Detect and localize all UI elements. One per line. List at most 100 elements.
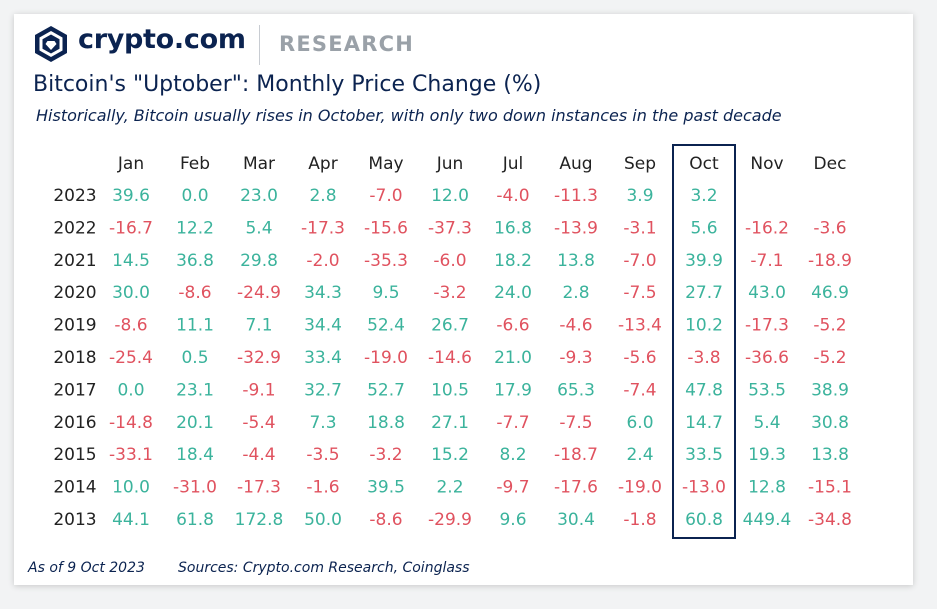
value-cell-2022-jan: -16.7 xyxy=(109,218,153,238)
value-cell-2018-apr: 33.4 xyxy=(304,348,342,368)
brand-name: crypto.com xyxy=(78,24,246,55)
value-cell-2014-sep: -19.0 xyxy=(618,478,662,498)
value-cell-2015-oct: 33.5 xyxy=(685,445,723,465)
value-cell-2014-mar: -17.3 xyxy=(237,478,281,498)
value-cell-2023-jan: 39.6 xyxy=(112,186,150,206)
value-cell-2019-jul: -6.6 xyxy=(496,316,529,336)
value-cell-2016-dec: 30.8 xyxy=(811,413,849,433)
value-cell-2023-jul: -4.0 xyxy=(496,186,529,206)
value-cell-2022-mar: 5.4 xyxy=(245,218,272,238)
column-header-feb: Feb xyxy=(180,154,210,174)
value-cell-2018-oct: -3.8 xyxy=(687,348,720,368)
value-cell-2020-jan: 30.0 xyxy=(112,283,150,303)
value-cell-2022-jul: 16.8 xyxy=(494,218,532,238)
column-header-dec: Dec xyxy=(814,154,847,174)
column-header-jul: Jul xyxy=(502,154,524,174)
value-cell-2015-sep: 2.4 xyxy=(626,445,653,465)
value-cell-2016-jun: 27.1 xyxy=(431,413,469,433)
value-cell-2016-nov: 5.4 xyxy=(753,413,780,433)
value-cell-2019-jun: 26.7 xyxy=(431,316,469,336)
value-cell-2018-dec: -5.2 xyxy=(813,348,846,368)
value-cell-2020-nov: 43.0 xyxy=(748,283,786,303)
chart-card xyxy=(14,14,913,585)
value-cell-2015-mar: -4.4 xyxy=(242,445,275,465)
value-cell-2013-oct: 60.8 xyxy=(685,510,723,530)
value-cell-2023-apr: 2.8 xyxy=(309,186,336,206)
value-cell-2017-sep: -7.4 xyxy=(623,380,656,400)
value-cell-2021-aug: 13.8 xyxy=(557,251,595,271)
value-cell-2018-jan: -25.4 xyxy=(109,348,153,368)
value-cell-2017-oct: 47.8 xyxy=(685,380,723,400)
column-header-aug: Aug xyxy=(559,154,592,174)
value-cell-2018-mar: -32.9 xyxy=(237,348,281,368)
value-cell-2019-jan: -8.6 xyxy=(114,316,147,336)
column-header-apr: Apr xyxy=(308,154,337,174)
value-cell-2014-aug: -17.6 xyxy=(554,478,598,498)
value-cell-2022-may: -15.6 xyxy=(364,218,408,238)
value-cell-2018-may: -19.0 xyxy=(364,348,408,368)
value-cell-2013-mar: 172.8 xyxy=(235,510,284,530)
row-label-2014: 2014 xyxy=(53,478,96,498)
value-cell-2016-oct: 14.7 xyxy=(685,413,723,433)
value-cell-2015-dec: 13.8 xyxy=(811,445,849,465)
value-cell-2023-may: -7.0 xyxy=(369,186,402,206)
value-cell-2016-apr: 7.3 xyxy=(309,413,336,433)
value-cell-2021-may: -35.3 xyxy=(364,251,408,271)
value-cell-2015-aug: -18.7 xyxy=(554,445,598,465)
as-of-date: As of 9 Oct 2023 xyxy=(28,560,145,576)
value-cell-2021-jul: 18.2 xyxy=(494,251,532,271)
value-cell-2018-sep: -5.6 xyxy=(623,348,656,368)
value-cell-2023-mar: 23.0 xyxy=(240,186,278,206)
value-cell-2013-may: -8.6 xyxy=(369,510,402,530)
value-cell-2022-jun: -37.3 xyxy=(428,218,472,238)
value-cell-2020-dec: 46.9 xyxy=(811,283,849,303)
value-cell-2019-may: 52.4 xyxy=(367,316,405,336)
value-cell-2016-jan: -14.8 xyxy=(109,413,153,433)
value-cell-2016-feb: 20.1 xyxy=(176,413,214,433)
value-cell-2020-mar: -24.9 xyxy=(237,283,281,303)
value-cell-2016-may: 18.8 xyxy=(367,413,405,433)
value-cell-2023-oct: 3.2 xyxy=(690,186,717,206)
column-header-jan: Jan xyxy=(117,154,144,174)
chart-title: Bitcoin's "Uptober": Monthly Price Chang… xyxy=(33,72,542,97)
value-cell-2017-jan: 0.0 xyxy=(117,380,144,400)
row-label-2023: 2023 xyxy=(53,186,96,206)
value-cell-2019-oct: 10.2 xyxy=(685,316,723,336)
column-header-oct: Oct xyxy=(689,154,719,174)
value-cell-2013-dec: -34.8 xyxy=(808,510,852,530)
value-cell-2020-jun: -3.2 xyxy=(433,283,466,303)
row-label-2022: 2022 xyxy=(53,218,96,238)
value-cell-2017-apr: 32.7 xyxy=(304,380,342,400)
value-cell-2018-aug: -9.3 xyxy=(559,348,592,368)
value-cell-2013-jun: -29.9 xyxy=(428,510,472,530)
column-header-jun: Jun xyxy=(436,154,464,174)
value-cell-2014-jun: 2.2 xyxy=(436,478,463,498)
value-cell-2021-feb: 36.8 xyxy=(176,251,214,271)
row-label-2016: 2016 xyxy=(53,413,96,433)
value-cell-2013-nov: 449.4 xyxy=(743,510,792,530)
value-cell-2017-may: 52.7 xyxy=(367,380,405,400)
value-cell-2013-feb: 61.8 xyxy=(176,510,214,530)
value-cell-2014-jan: 10.0 xyxy=(112,478,150,498)
value-cell-2021-oct: 39.9 xyxy=(685,251,723,271)
value-cell-2017-aug: 65.3 xyxy=(557,380,595,400)
row-label-2013: 2013 xyxy=(53,510,96,530)
value-cell-2021-sep: -7.0 xyxy=(623,251,656,271)
value-cell-2019-apr: 34.4 xyxy=(304,316,342,336)
value-cell-2017-mar: -9.1 xyxy=(242,380,275,400)
value-cell-2017-jun: 10.5 xyxy=(431,380,469,400)
sources-note: Sources: Crypto.com Research, Coinglass xyxy=(178,560,470,576)
value-cell-2021-nov: -7.1 xyxy=(750,251,783,271)
value-cell-2022-oct: 5.6 xyxy=(690,218,717,238)
value-cell-2014-nov: 12.8 xyxy=(748,478,786,498)
value-cell-2014-may: 39.5 xyxy=(367,478,405,498)
value-cell-2016-aug: -7.5 xyxy=(559,413,592,433)
value-cell-2020-aug: 2.8 xyxy=(562,283,589,303)
value-cell-2014-feb: -31.0 xyxy=(173,478,217,498)
value-cell-2017-jul: 17.9 xyxy=(494,380,532,400)
value-cell-2016-sep: 6.0 xyxy=(626,413,653,433)
value-cell-2021-dec: -18.9 xyxy=(808,251,852,271)
value-cell-2019-sep: -13.4 xyxy=(618,316,662,336)
value-cell-2015-jan: -33.1 xyxy=(109,445,153,465)
value-cell-2013-aug: 30.4 xyxy=(557,510,595,530)
